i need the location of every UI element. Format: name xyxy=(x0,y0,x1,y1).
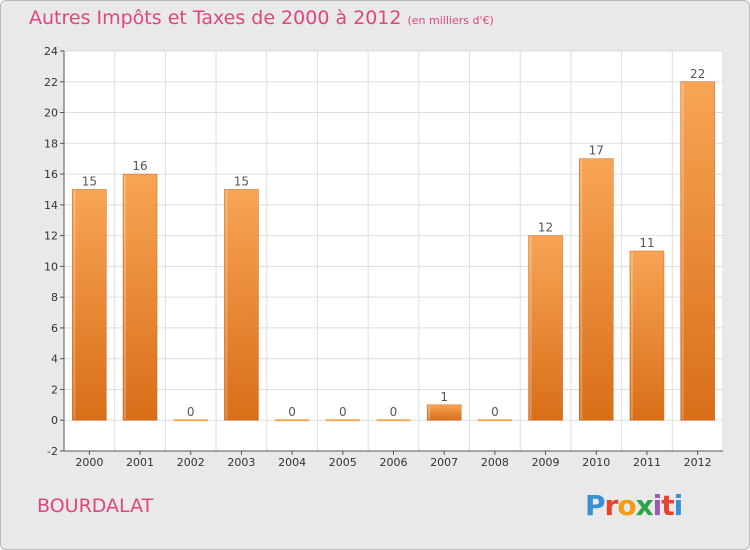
y-tick-label: 4 xyxy=(51,353,58,366)
data-label: 0 xyxy=(339,405,347,419)
y-tick-label: 20 xyxy=(44,107,58,120)
y-tick-label: 18 xyxy=(44,137,58,150)
bar xyxy=(426,404,462,421)
x-tick-label: 2010 xyxy=(582,456,610,469)
x-tick-label: 2003 xyxy=(227,456,255,469)
bar-highlight xyxy=(630,252,633,420)
data-label: 22 xyxy=(690,67,705,81)
x-tick-label: 2002 xyxy=(177,456,205,469)
bar xyxy=(629,250,665,421)
chart-title-text: Autres Impôts et Taxes de 2000 à 2012 xyxy=(29,7,402,29)
y-tick-label: 6 xyxy=(51,322,58,335)
bars xyxy=(72,81,715,422)
y-tick-label: 0 xyxy=(51,414,58,427)
data-label: 1 xyxy=(440,390,448,404)
x-tick-label: 2001 xyxy=(126,456,154,469)
x-tick-label: 2004 xyxy=(278,456,306,469)
x-tick-label: 2008 xyxy=(481,456,509,469)
data-label: 16 xyxy=(132,159,147,173)
y-tick-label: 8 xyxy=(51,291,58,304)
bar xyxy=(224,189,259,421)
x-tick-label: 2005 xyxy=(329,456,357,469)
x-tick-label: 2006 xyxy=(380,456,408,469)
data-label: 15 xyxy=(234,174,249,188)
data-label: 0 xyxy=(491,405,499,419)
proxiti-logo: Proxiti xyxy=(585,489,683,522)
bar-highlight xyxy=(73,190,76,420)
bar-highlight xyxy=(529,236,532,420)
bar-highlight xyxy=(681,82,684,420)
y-tick-label: 12 xyxy=(44,230,58,243)
bar xyxy=(579,158,614,421)
plot-area xyxy=(64,51,723,451)
y-tick-label: -2 xyxy=(47,445,58,458)
bar-highlight xyxy=(124,175,127,420)
chart-title: Autres Impôts et Taxes de 2000 à 2012 (en… xyxy=(29,7,494,29)
x-tick-label: 2007 xyxy=(430,456,458,469)
bar-highlight xyxy=(580,159,583,420)
data-label: 15 xyxy=(82,174,97,188)
data-label: 0 xyxy=(390,405,398,419)
y-tick-label: 14 xyxy=(44,199,58,212)
data-label: 0 xyxy=(288,405,296,419)
y-tick-label: 2 xyxy=(51,383,58,396)
bar xyxy=(680,81,715,421)
data-label: 12 xyxy=(538,221,553,235)
data-labels: 15 16 0 15 0 0 0 1 0 12 17 11 22 xyxy=(82,67,706,419)
x-tick-label: 2000 xyxy=(75,456,103,469)
x-tick-label: 2011 xyxy=(633,456,661,469)
y-tick-label: 22 xyxy=(44,76,58,89)
bar-highlight xyxy=(428,405,431,420)
data-label: 0 xyxy=(187,405,195,419)
location-name: BOURDALAT xyxy=(37,495,154,517)
chart-subtitle: (en milliers d'€) xyxy=(407,14,494,27)
bar-highlight xyxy=(225,190,228,420)
y-tick-label: 10 xyxy=(44,260,58,273)
x-axis: 2000 2001 2002 2003 2004 2005 2006 2007 2008 2009… xyxy=(64,450,723,469)
data-label: 17 xyxy=(589,144,604,158)
y-tick-label: 24 xyxy=(44,45,58,58)
bar xyxy=(72,189,107,421)
bar xyxy=(122,173,158,421)
bar xyxy=(528,235,563,421)
x-tick-label: 2009 xyxy=(532,456,560,469)
x-tick-label: 2012 xyxy=(684,456,712,469)
y-tick-label: 16 xyxy=(44,168,58,181)
data-label: 11 xyxy=(639,236,654,250)
